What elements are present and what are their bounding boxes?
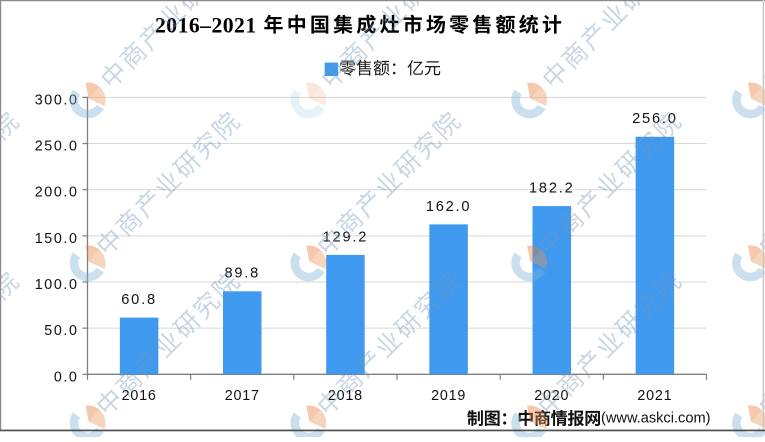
svg-text:60.8: 60.8 bbox=[121, 292, 157, 308]
svg-text:100.0: 100.0 bbox=[35, 277, 79, 293]
svg-text:2017: 2017 bbox=[225, 388, 260, 404]
svg-text:200.0: 200.0 bbox=[35, 185, 79, 201]
svg-text:2016–2021: 2016–2021 bbox=[155, 14, 257, 38]
svg-text:182.2: 182.2 bbox=[529, 181, 575, 197]
svg-text:2016: 2016 bbox=[122, 388, 157, 404]
svg-text:150.0: 150.0 bbox=[35, 231, 79, 247]
svg-text:300.0: 300.0 bbox=[35, 92, 79, 108]
svg-text:50.0: 50.0 bbox=[44, 323, 78, 339]
svg-text:0.0: 0.0 bbox=[54, 369, 79, 385]
svg-text:250.0: 250.0 bbox=[35, 139, 79, 155]
svg-text:2019: 2019 bbox=[431, 388, 466, 404]
svg-text:89.8: 89.8 bbox=[224, 266, 260, 282]
svg-text:2020: 2020 bbox=[534, 388, 569, 404]
svg-text:162.0: 162.0 bbox=[426, 199, 472, 215]
svg-text:2021: 2021 bbox=[637, 388, 672, 404]
svg-text:(www.askci.com): (www.askci.com) bbox=[601, 411, 710, 427]
svg-text:2018: 2018 bbox=[328, 388, 363, 404]
